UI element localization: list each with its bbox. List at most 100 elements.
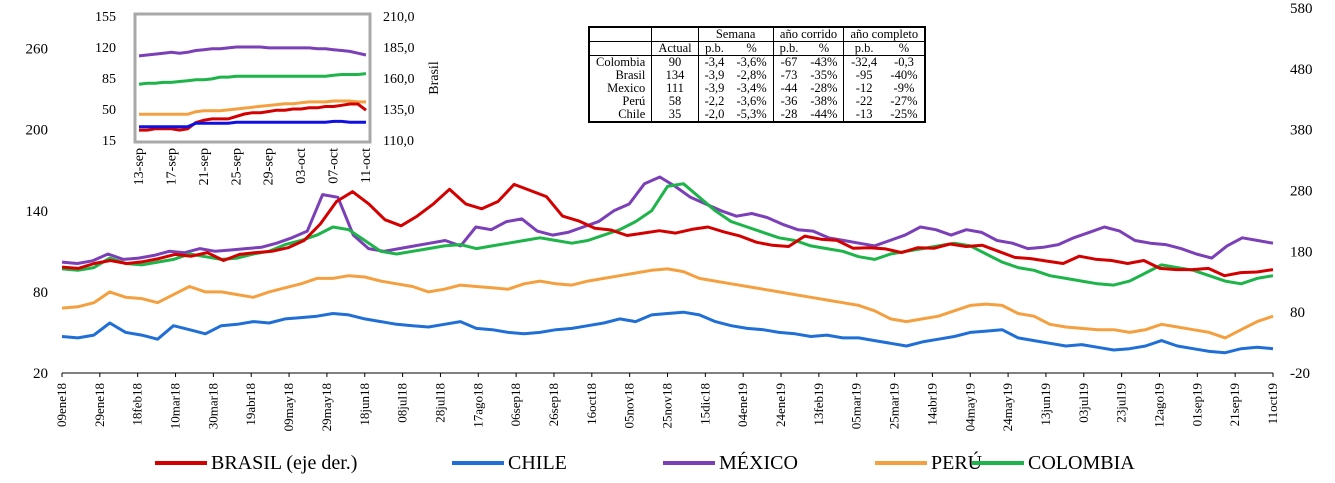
table-cell-s-pct: -3,6% [736, 55, 767, 69]
table-cell-s-pb: -3,9 [697, 69, 731, 82]
legend-label: COLOMBIA [1028, 452, 1135, 474]
x-tick-label: 13feb19 [811, 383, 826, 426]
inset-y-left-tick-label: 155 [95, 10, 116, 25]
inset-x-tick-label: 29-sep [262, 148, 277, 185]
y-right-tick-label: 280 [1290, 184, 1313, 200]
legend-label: BRASIL (eje der.) [211, 452, 357, 474]
series-line-brasil-eje-der [61, 182, 1274, 278]
x-tick-label: 29ene18 [92, 383, 107, 427]
table-row: Brasil 134 -3,9 -2,8% -73 -35% -95 -40% [589, 69, 925, 82]
table-cell-acomp-pb: -22 [843, 95, 884, 108]
y-right-tick-label: -20 [1290, 366, 1310, 382]
y-right-tick-label: 80 [1290, 305, 1305, 321]
table-cell-actual: 111 [666, 81, 684, 95]
legend-label: CHILE [508, 452, 567, 474]
inset-x-tick-label: 21-sep [197, 148, 212, 185]
y-left-tick-label: 140 [26, 204, 49, 220]
x-tick-label: 23jul19 [1114, 383, 1129, 423]
summary-table: Semana año corrido año completo Actual p… [588, 26, 927, 123]
table-cell-ac-pb: -28 [772, 108, 805, 122]
y-right-tick-label: 180 [1290, 244, 1313, 260]
inset-y-right-tick-label: 185,0 [383, 41, 415, 56]
col-completo-pb: p.b. [843, 41, 884, 56]
inset-series-line-per- [139, 99, 366, 116]
x-tick-label: 19abr18 [243, 383, 258, 426]
table-row: Perú 58 -2,2 -3,6% -36 -38% -22 -27% [589, 95, 925, 108]
table-cell-actual: 90 [668, 55, 682, 69]
x-tick-label: 01sep19 [1189, 383, 1204, 426]
col-semana-pct: % [730, 41, 774, 56]
x-tick-label: 14abr19 [924, 383, 939, 426]
inset-y-right-tick-label: 110,0 [383, 134, 414, 149]
table-cell-acomp-pct: -25% [890, 107, 918, 121]
inset-x-tick-label: 17-sep [164, 148, 179, 185]
col-semana-pb: p.b. [697, 41, 731, 56]
x-tick-label: 16oct18 [584, 383, 599, 425]
table-cell-country: Brasil [589, 69, 653, 82]
table-cell-s-pct: -3,6% [736, 94, 767, 108]
y-left-tick-label: 80 [33, 285, 48, 301]
col-completo-pct: % [883, 41, 926, 56]
table-cell-ac-pb: -73 [772, 69, 805, 82]
inset-y-left-tick-label: 15 [102, 134, 116, 149]
x-tick-label: 17ago18 [470, 383, 485, 428]
inset-y-left-tick-label: 85 [102, 72, 116, 87]
x-tick-label: 09may18 [281, 383, 296, 431]
table-cell-s-pb: -2,0 [697, 108, 731, 122]
inset-series-line-colombia [138, 72, 367, 86]
series-line-m-xico [61, 175, 1274, 265]
y-right-tick-label: 380 [1290, 123, 1313, 139]
inset-x-tick-label: 25-sep [229, 148, 244, 185]
table-cell-s-pct: -2,8% [736, 68, 767, 82]
x-tick-label: 05mar19 [849, 383, 864, 429]
table-cell-ac-pct: -44% [810, 107, 838, 121]
y-left-tick-label: 200 [26, 123, 49, 139]
inset-series-line-chile [139, 119, 366, 129]
x-tick-label: 03jul19 [1076, 383, 1091, 423]
x-tick-label: 13jun19 [1038, 383, 1053, 426]
table-cell-country: Mexico [589, 82, 653, 95]
inset-y-left-tick-label: 120 [95, 41, 116, 56]
table-cell-ac-pct: -38% [810, 94, 838, 108]
x-tick-label: 21sep19 [1227, 383, 1242, 426]
table-cell-s-pb: -3,4 [697, 55, 731, 69]
inset-x-tick-label: 07-oct [327, 148, 342, 184]
x-tick-label: 30mar18 [205, 383, 220, 429]
x-tick-label: 25nov18 [660, 383, 675, 429]
x-tick-label: 28jul18 [432, 383, 447, 423]
table-cell-ac-pct: -43% [810, 55, 838, 69]
x-tick-label: 24may19 [1000, 383, 1015, 431]
table-cell-country: Chile [589, 108, 653, 122]
x-tick-label: 10mar18 [168, 383, 183, 429]
table-cell-s-pb: -3,9 [697, 82, 731, 95]
x-tick-label: 25mar19 [887, 383, 902, 429]
inset-y-left-tick-label: 50 [102, 103, 116, 118]
table-cell-actual: 58 [668, 94, 682, 108]
table-cell-acomp-pct: -40% [890, 68, 918, 82]
col-corrido-pb: p.b. [772, 41, 805, 56]
table-cell-country: Perú [589, 95, 653, 108]
x-tick-label: 09ene18 [54, 383, 69, 427]
legend: BRASIL (eje der.) CHILE MÉXICO PERÚ COLOMBIA [155, 450, 1135, 474]
col-corrido-pct: % [804, 41, 844, 56]
table-cell-actual: 35 [668, 107, 682, 121]
inset-y-right-tick-label: 160,0 [383, 72, 415, 87]
inset-series-line-brasil [139, 102, 367, 132]
x-tick-label: 24ene19 [773, 383, 788, 427]
col-group-semana: Semana [697, 27, 774, 42]
inset-series-line-m-xico [138, 45, 367, 58]
x-tick-label: 29may18 [319, 383, 334, 431]
table-cell-ac-pb: -36 [772, 95, 805, 108]
table-cell-s-pct: -3,4% [736, 81, 767, 95]
series-line-per [61, 267, 1274, 340]
series-line-chile [61, 310, 1274, 355]
x-tick-label: 12ago19 [1151, 383, 1166, 428]
x-tick-label: 06sep18 [508, 383, 523, 426]
inset-x-tick-label: 11-oct [359, 148, 374, 183]
x-tick-label: 04ene19 [735, 383, 750, 427]
table-row: Colombia 90 -3,4 -3,6% -67 -43% -32,4 -0,3 [589, 55, 925, 69]
x-tick-label: 11oct19 [1265, 383, 1280, 424]
col-group-ano-completo: año completo [843, 27, 926, 42]
x-tick-label: 04may19 [962, 383, 977, 431]
